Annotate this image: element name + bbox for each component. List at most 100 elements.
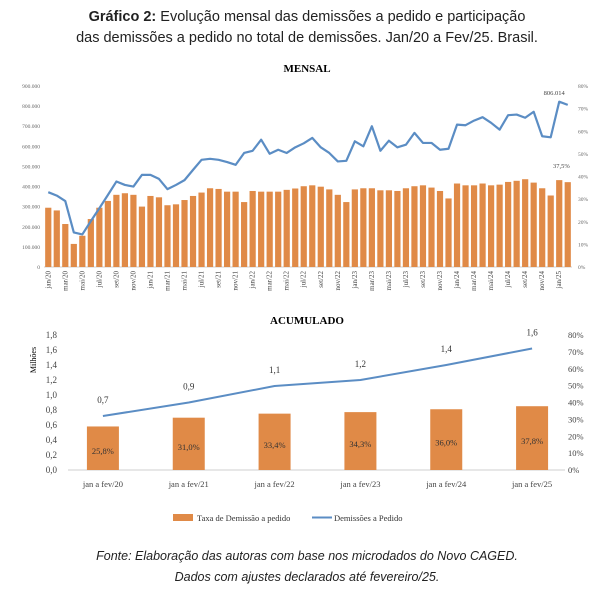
x-tick-label: jul/24 [504,271,512,289]
bar [283,189,290,267]
x-tick-label: set/23 [419,271,427,288]
legend-bar-swatch [173,514,193,521]
bar [309,185,316,267]
x-tick-label: mar/21 [163,271,171,291]
x-tick-label: mar/23 [368,271,376,291]
y-right-tick-label: 70% [578,107,589,113]
bar [516,406,549,470]
series-line [47,100,569,236]
figure-title-text: Evolução mensal das demissões a pedido e… [160,9,526,25]
y-left-tick-label: 0,2 [46,450,57,460]
bar [113,194,120,267]
bar [513,180,520,267]
y-left-tick-label: 100.000 [22,245,40,251]
y-left-tick-label: 1,8 [46,330,58,340]
bar [436,190,444,267]
bar [445,198,452,267]
x-tick-label: jan/24 [453,271,461,290]
line-data-label: 1,1 [269,365,280,375]
line-data-label: 1,6 [526,328,538,338]
x-tick-label: nov/23 [436,271,444,291]
x-tick-label: mai/23 [385,271,393,291]
x-tick-label: jul/23 [402,271,410,289]
bar [147,195,154,267]
x-tick-label: jul/20 [95,271,103,289]
y-left-tick-label: 800.000 [22,104,40,110]
x-tick-label: jan a fev/24 [425,479,467,489]
y-left-tick-label: 400.000 [22,185,40,191]
y-right-tick-label: 40% [578,175,589,181]
y-left-tick-label: 0 [37,265,40,271]
x-tick-label: jul/22 [300,271,308,289]
x-tick-label: mai/24 [487,271,495,291]
x-tick-label: jan a fev/20 [82,479,123,489]
bar [232,191,239,267]
bar-data-label: 31,0% [178,442,200,452]
legend-line-label: Demissões a Pedido [334,513,402,523]
series-line [102,347,533,417]
y-left-tick-label: 1,2 [46,375,57,385]
bar [368,188,375,267]
y-left-tick-label: 0,6 [46,420,58,430]
bar [121,193,129,267]
bar [564,182,571,267]
y-right-tick-label: 20% [578,220,589,226]
bar [206,188,214,267]
y-left-tick-label: 700.000 [22,124,40,130]
bar [215,188,222,267]
y-axis-label: Milhões [29,347,38,373]
y-left-tick-label: 1,4 [46,360,58,370]
bar [104,200,111,267]
bar [275,191,282,267]
figure-title-line1: Gráfico 2: Evolução mensal das demissões… [0,8,614,27]
line-data-label: 0,9 [183,382,195,392]
line-data-label: 0,7 [97,395,109,405]
x-tick-label: jan/20 [44,271,52,290]
x-tick-label: mai/22 [283,271,291,291]
bar [377,190,384,267]
bar [317,186,324,267]
bar [411,186,418,267]
bar-data-label: 25,8% [92,446,114,456]
x-tick-label: jan/23 [351,271,359,290]
source-note: Fonte: Elaboração das autoras com base n… [96,549,518,563]
bar [453,183,461,267]
x-tick-label: nov/20 [129,271,137,291]
bar [479,183,486,267]
bar [430,409,463,470]
bar [505,181,512,267]
y-right-tick-label: 30% [578,197,589,203]
y-right-tick-label: 0% [568,465,579,475]
bar-data-label: 36,0% [435,438,457,448]
bar-data-label: 37,5% [553,163,570,170]
bar [164,205,171,267]
bar [300,186,307,267]
x-tick-label: jan a fev/23 [339,479,380,489]
bar [86,426,119,470]
bar [258,191,265,267]
figure-label: Gráfico 2: [88,9,157,25]
y-left-tick-label: 600.000 [22,144,40,150]
y-left-tick-label: 1,0 [46,390,58,400]
bar [530,182,537,267]
bar [402,188,410,267]
bar [547,195,554,267]
x-tick-label: mar/20 [61,271,69,291]
bar [334,194,341,267]
x-tick-label: nov/24 [538,271,546,291]
bar [79,235,86,267]
bar [394,190,401,267]
bar [470,185,478,267]
x-tick-label: mai/20 [78,271,86,291]
y-right-tick-label: 50% [568,381,584,391]
bar [45,207,52,267]
bar [198,192,205,267]
x-tick-label: set/24 [521,271,529,288]
x-tick-label: set/20 [112,271,120,288]
bar [292,188,299,267]
x-tick-label: jan/25 [555,271,563,290]
bar [172,417,205,470]
y-right-tick-label: 60% [578,129,589,135]
bar [249,190,256,267]
